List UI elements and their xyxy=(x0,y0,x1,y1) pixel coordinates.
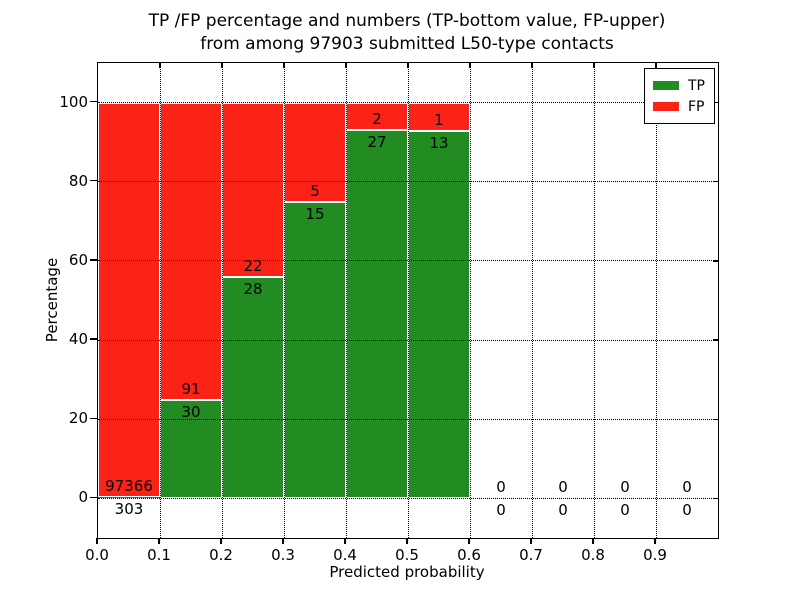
x-tick-label: 0.0 xyxy=(85,546,109,564)
bar-segment-fp xyxy=(98,102,160,498)
bar-count-label-tp: 303 xyxy=(114,500,144,519)
bar-count-label-fp: 22 xyxy=(243,256,263,275)
x-axis-tick xyxy=(220,538,222,544)
gridline-vertical xyxy=(593,63,595,538)
bar-segment-tp xyxy=(284,201,346,499)
legend: TP FP xyxy=(644,68,715,124)
chart-title-line2: from among 97903 submitted L50-type cont… xyxy=(200,34,614,54)
bar-count-label-fp: 97366 xyxy=(105,477,153,496)
legend-label-tp: TP xyxy=(688,77,705,94)
x-axis-tick xyxy=(406,538,408,544)
x-tick-label: 0.7 xyxy=(519,546,543,564)
y-axis-tick xyxy=(90,496,97,499)
y-tick-label: 60 xyxy=(68,250,88,269)
y-tick-label: 100 xyxy=(59,92,88,111)
chart-title: TP /FP percentage and numbers (TP-bottom… xyxy=(97,10,717,56)
x-tick-label: 0.3 xyxy=(271,546,295,564)
y-tick-label: 80 xyxy=(68,171,88,190)
chart-title-line1: TP /FP percentage and numbers (TP-bottom… xyxy=(148,11,666,31)
x-axis-tick xyxy=(530,538,532,544)
y-axis-tick xyxy=(90,259,97,261)
gridline-vertical xyxy=(159,63,161,538)
bar-segment-tp xyxy=(222,276,284,499)
bar-count-label-fp: 2 xyxy=(372,109,382,128)
bar-count-label-tp: 0 xyxy=(558,501,568,520)
legend-label-fp: FP xyxy=(688,98,705,115)
x-tick-label: 0.8 xyxy=(581,546,605,564)
bar-segment-tp xyxy=(98,497,160,499)
bar-count-label-fp: 1 xyxy=(434,110,444,129)
x-tick-label: 0.1 xyxy=(147,546,171,564)
gridline-vertical xyxy=(221,63,223,538)
gridline-vertical xyxy=(655,63,657,538)
bar-count-label-fp: 0 xyxy=(620,478,630,497)
y-axis-tick xyxy=(90,100,97,103)
x-tick-label: 0.6 xyxy=(457,546,481,564)
bar-count-label-fp: 5 xyxy=(310,181,320,200)
x-tick-label: 0.9 xyxy=(643,546,667,564)
x-axis-tick xyxy=(592,538,594,544)
x-axis-tick xyxy=(282,538,284,544)
bar-segment-tp xyxy=(408,130,470,499)
bar-count-label-tp: 0 xyxy=(496,501,506,520)
bar-count-label-tp: 15 xyxy=(305,204,325,223)
legend-entry-fp: FP xyxy=(653,96,705,117)
bar-count-label-fp: 0 xyxy=(682,478,692,497)
gridline-vertical xyxy=(345,63,347,538)
x-axis-tick xyxy=(96,538,98,544)
x-axis-tick xyxy=(158,538,160,544)
x-tick-label: 0.4 xyxy=(333,546,357,564)
x-axis-label: Predicted probability xyxy=(329,563,485,581)
y-tick-label: 40 xyxy=(68,330,88,349)
legend-swatch-tp-icon xyxy=(653,81,679,90)
legend-swatch-fp-icon xyxy=(653,102,679,111)
gridline-vertical xyxy=(407,63,409,538)
bar-count-label-tp: 0 xyxy=(620,501,630,520)
bar-segment-fp xyxy=(408,102,470,131)
bar-segment-fp xyxy=(160,102,222,401)
bar-segment-fp xyxy=(284,102,346,202)
y-tick-label: 0 xyxy=(78,488,88,507)
x-tick-label: 0.2 xyxy=(209,546,233,564)
bar-count-label-tp: 28 xyxy=(243,279,263,298)
bar-count-label-fp: 0 xyxy=(558,478,568,497)
y-tick-label: 20 xyxy=(68,409,88,428)
y-axis-tick xyxy=(90,180,97,182)
bar-count-label-fp: 0 xyxy=(496,478,506,497)
x-axis-tick xyxy=(654,538,656,544)
bar-segment-tp xyxy=(160,400,222,499)
y-axis-tick xyxy=(90,417,97,419)
gridline-vertical xyxy=(469,63,471,538)
bar-segment-fp xyxy=(222,102,284,277)
plot-area: TP FP 97366 303 91 30 22 28 5 15 2 27 1 13 0 0 0 0 0 0 0 0 xyxy=(97,62,719,539)
x-axis-tick xyxy=(344,538,346,544)
x-axis-tick xyxy=(468,538,470,544)
bar-count-label-fp: 91 xyxy=(181,380,201,399)
gridline-vertical xyxy=(283,63,285,538)
bar-count-label-tp: 30 xyxy=(181,403,201,422)
x-tick-label: 0.5 xyxy=(395,546,419,564)
bar-count-label-tp: 27 xyxy=(367,132,387,151)
bar-count-label-tp: 0 xyxy=(682,501,692,520)
gridline-vertical xyxy=(531,63,533,538)
bar-count-label-tp: 13 xyxy=(429,133,449,152)
y-axis-tick xyxy=(90,338,97,340)
bar-segment-tp xyxy=(346,129,408,499)
legend-entry-tp: TP xyxy=(653,75,705,96)
